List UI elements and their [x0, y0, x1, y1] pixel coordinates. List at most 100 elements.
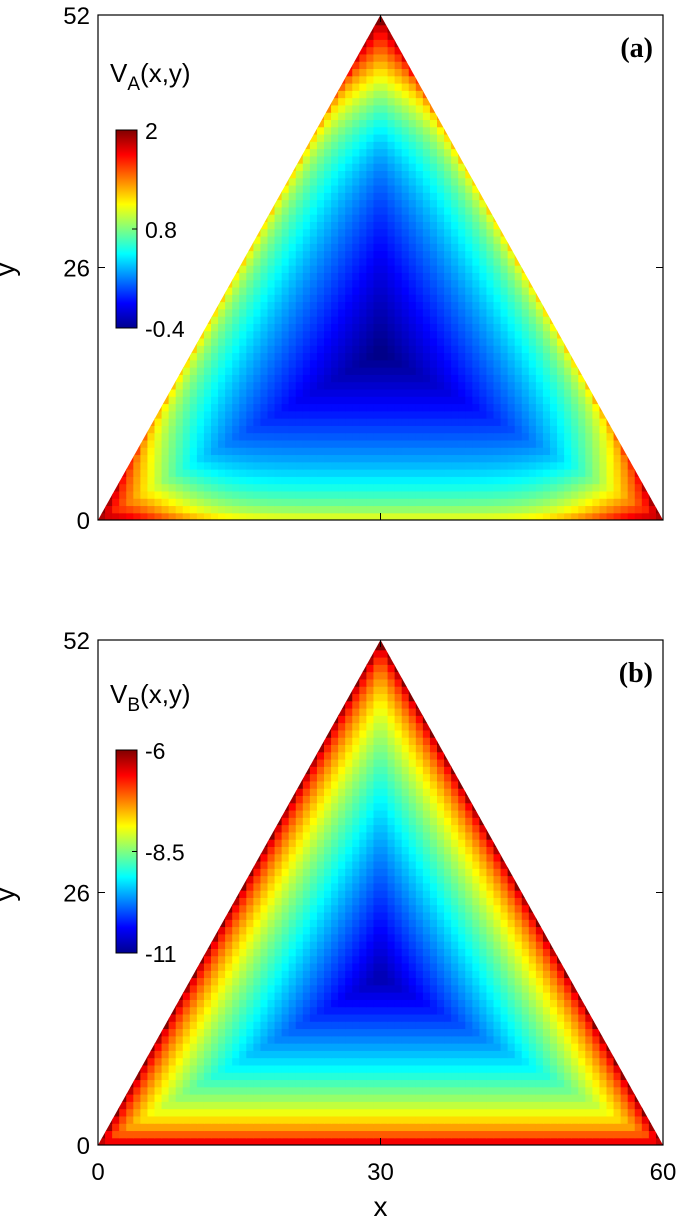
heat-cell	[521, 126, 530, 135]
heat-cell	[592, 418, 601, 426]
heat-cell	[557, 308, 565, 317]
heat-cell	[641, 483, 650, 492]
heat-cell	[620, 476, 629, 485]
heat-cell	[309, 199, 318, 208]
heat-cell	[514, 432, 523, 441]
heat-cell	[451, 367, 459, 375]
heat-cell	[295, 418, 304, 426]
heat-cell	[260, 381, 269, 390]
heat-cell	[422, 119, 431, 128]
heat-cell	[338, 61, 346, 70]
heat-cell	[578, 432, 586, 441]
heat-cell	[168, 294, 177, 303]
heat-cell	[592, 316, 601, 324]
heat-cell	[500, 228, 509, 237]
heat-cell	[486, 75, 495, 84]
heat-cell	[408, 345, 417, 354]
heat-cell	[606, 272, 615, 281]
heat-cell	[147, 367, 156, 375]
heat-cell	[641, 163, 650, 171]
heat-cell	[458, 155, 466, 164]
heat-cell	[366, 512, 375, 520]
heat-cell	[521, 90, 530, 99]
heat-cell	[486, 177, 495, 186]
heat-cell	[119, 337, 127, 346]
heat-cell	[359, 272, 367, 281]
heat-cell	[528, 512, 537, 520]
heat-cell	[98, 243, 106, 252]
heat-cell	[161, 126, 170, 135]
heat-cell	[429, 155, 438, 164]
heat-cell	[189, 199, 198, 208]
heat-cell	[352, 476, 360, 485]
heat-cell	[634, 133, 643, 142]
heat-cell	[507, 294, 516, 303]
heat-cell	[380, 272, 389, 281]
heat-cell	[465, 447, 473, 456]
heat-cell	[295, 308, 304, 317]
heat-cell	[465, 432, 473, 441]
heat-cell	[592, 119, 601, 128]
heat-cell	[119, 359, 127, 368]
heat-cell	[550, 133, 558, 142]
heat-cell	[196, 294, 205, 303]
heat-cell	[281, 490, 290, 499]
heat-cell	[472, 345, 480, 354]
heat-cell	[444, 97, 452, 106]
heat-cell	[451, 97, 459, 106]
heat-cell	[147, 352, 156, 361]
heat-cell	[578, 228, 586, 237]
heat-cell	[175, 352, 184, 361]
heat-cell	[613, 82, 622, 91]
heat-cell	[571, 257, 579, 266]
heat-cell	[316, 359, 325, 368]
heat-cell	[627, 483, 636, 492]
heat-cell	[479, 148, 488, 157]
heat-cell	[620, 301, 629, 310]
heat-cell	[352, 133, 360, 142]
heat-cell	[105, 301, 113, 310]
heat-cell	[246, 243, 254, 252]
heat-cell	[542, 126, 551, 135]
heat-cell	[486, 294, 495, 303]
heat-cell	[147, 250, 156, 259]
heat-cell	[203, 498, 212, 507]
heat-cell	[599, 512, 608, 520]
heat-cell	[465, 490, 473, 499]
heat-cell	[451, 104, 459, 113]
heat-cell	[338, 418, 346, 426]
heat-cell	[451, 425, 459, 434]
heat-cell	[211, 316, 219, 324]
heat-cell	[295, 148, 304, 157]
heat-cell	[444, 119, 452, 128]
heat-cell	[429, 316, 438, 324]
heat-cell	[521, 228, 530, 237]
heat-cell	[352, 265, 360, 273]
heat-cell	[451, 381, 459, 390]
heat-cell	[211, 367, 219, 375]
heat-cell	[140, 418, 149, 426]
heat-cell	[578, 265, 586, 273]
heat-cell	[415, 323, 424, 332]
heat-cell	[444, 75, 452, 84]
heat-cell	[253, 498, 262, 507]
heat-cell	[465, 425, 473, 434]
heat-cell	[331, 192, 339, 201]
heat-cell	[112, 374, 120, 383]
heat-cell	[401, 126, 410, 135]
heat-cell	[196, 439, 205, 448]
heat-cell	[288, 301, 297, 310]
heat-cell	[578, 498, 586, 507]
heat-cell	[422, 104, 431, 113]
heat-cell	[641, 199, 650, 208]
heat-cell	[239, 403, 247, 412]
heat-cell	[253, 148, 262, 157]
heat-cell	[281, 155, 290, 164]
heat-cell	[401, 170, 410, 179]
heat-cell	[451, 170, 459, 179]
heat-cell	[211, 345, 219, 354]
heat-cell	[98, 97, 106, 106]
heat-cell	[422, 221, 431, 230]
heat-cell	[302, 82, 311, 91]
heat-cell	[359, 454, 367, 463]
